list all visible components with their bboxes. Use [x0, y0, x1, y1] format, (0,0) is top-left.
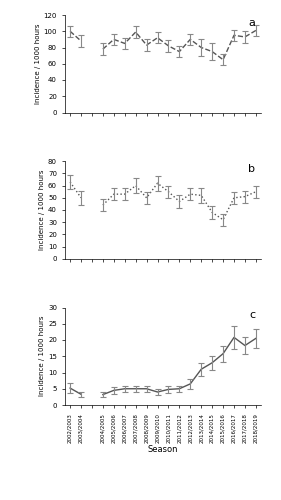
- Text: b: b: [248, 164, 255, 174]
- Text: a: a: [249, 18, 255, 28]
- Y-axis label: Incidence / 1000 hours: Incidence / 1000 hours: [39, 316, 45, 396]
- Y-axis label: Incidence / 1000 hours: Incidence / 1000 hours: [39, 170, 45, 250]
- X-axis label: Season: Season: [148, 446, 178, 454]
- Y-axis label: Incidence / 1000 hours: Incidence / 1000 hours: [35, 24, 41, 104]
- Text: c: c: [249, 310, 255, 320]
